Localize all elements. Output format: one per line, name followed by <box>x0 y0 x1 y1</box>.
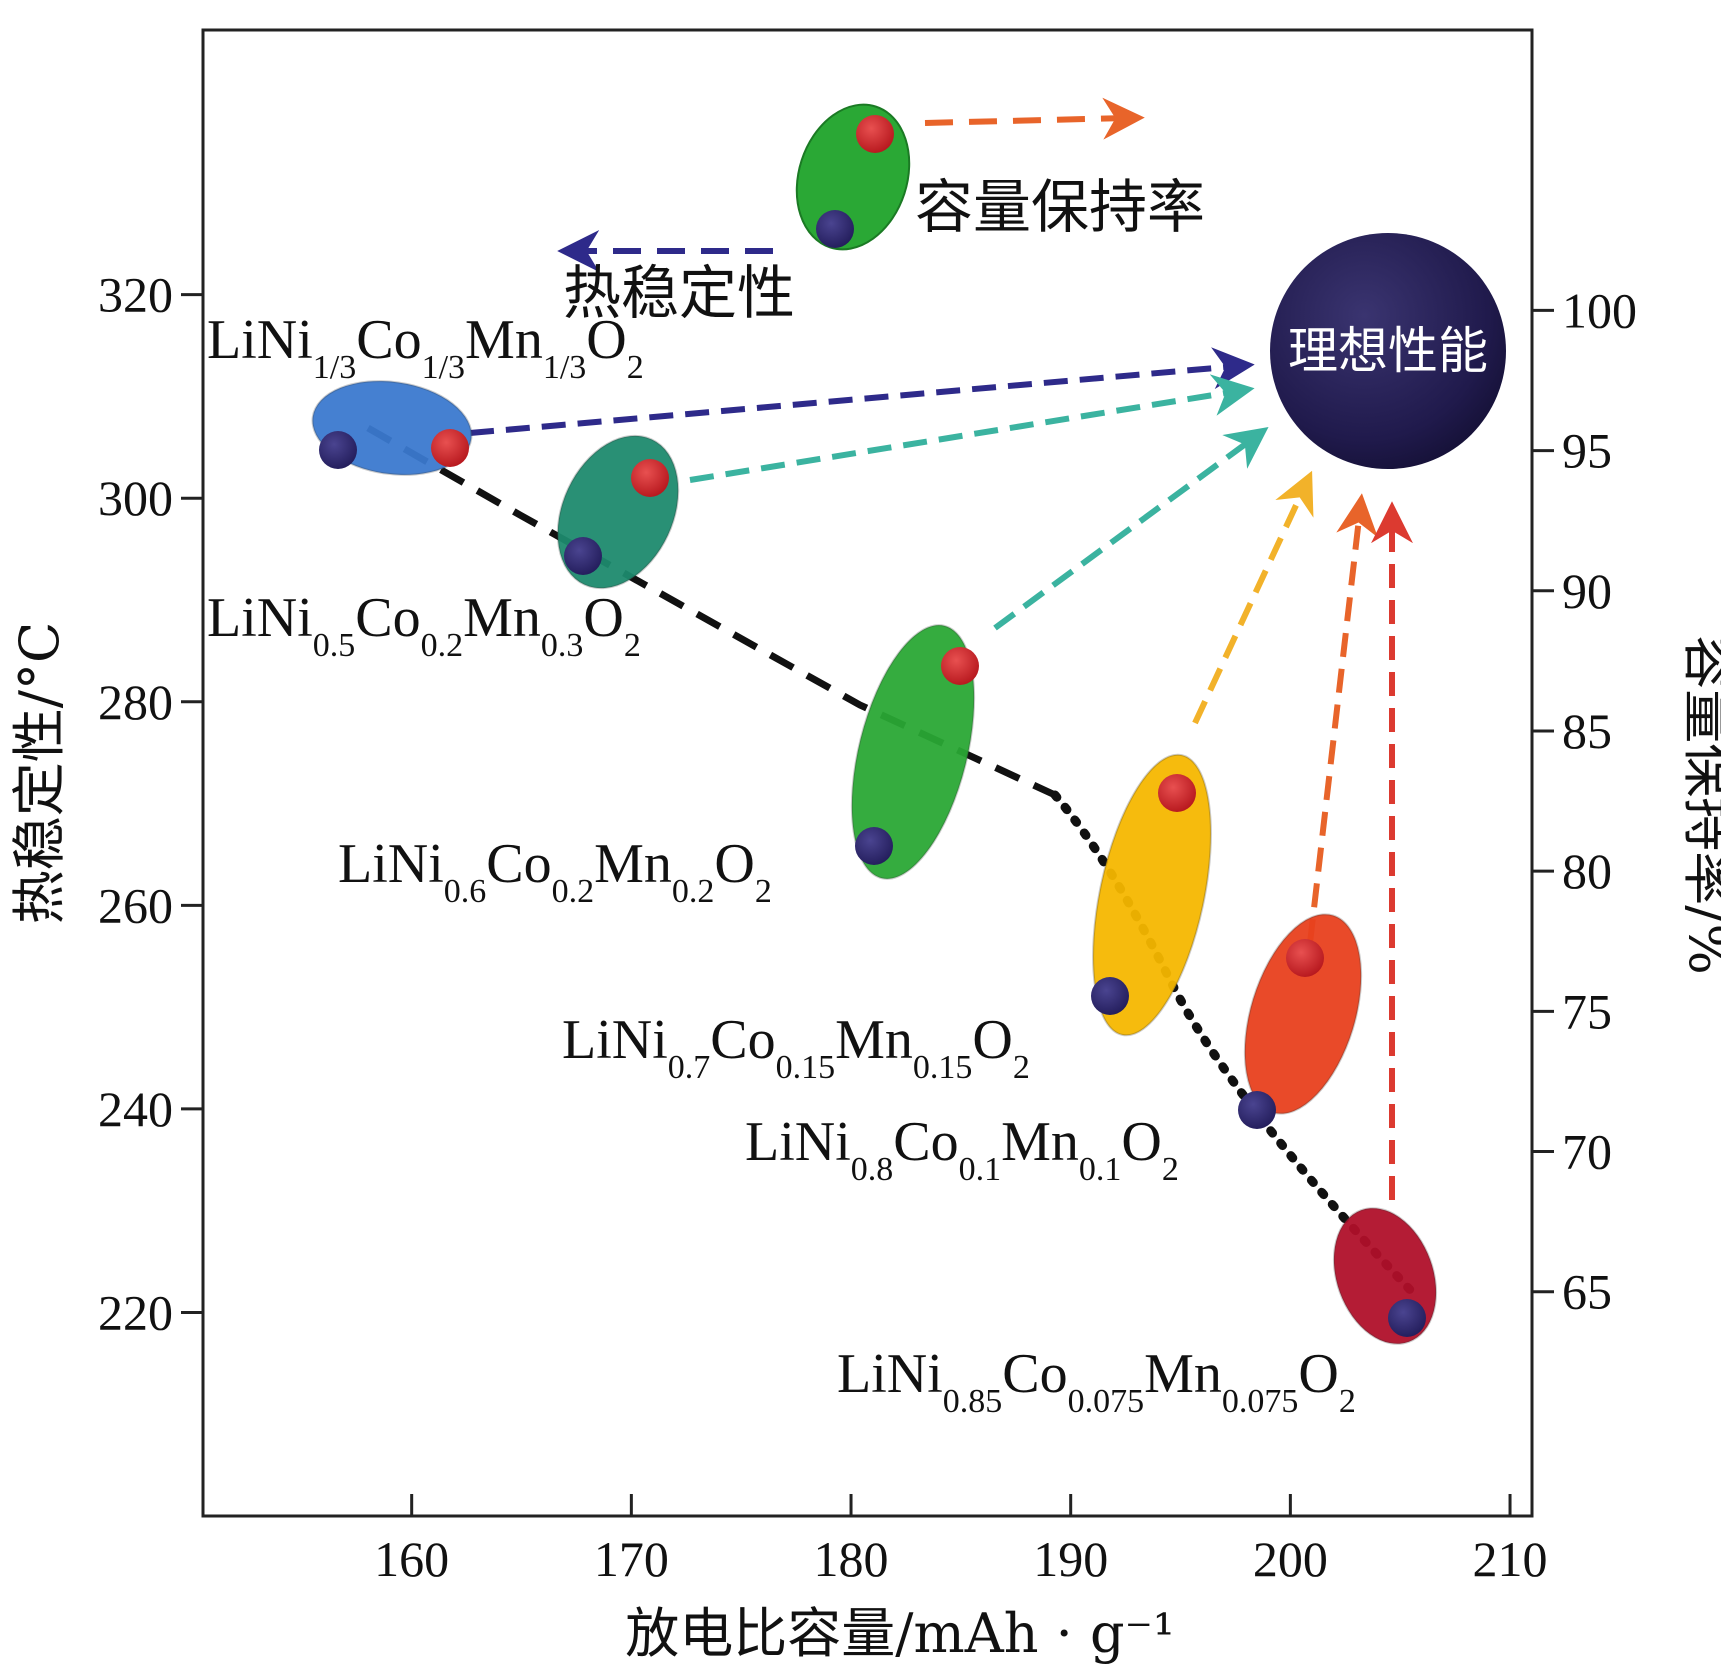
y-left-tick-label: 220 <box>98 1284 173 1340</box>
thermal-stability-dot <box>1091 977 1129 1015</box>
y-left-tick-label: 260 <box>98 877 173 933</box>
y-left-tick-label: 320 <box>98 267 173 323</box>
y-left-tick-label: 240 <box>98 1081 173 1137</box>
legend-thermal-stability: 热稳定性 <box>563 259 795 327</box>
ideal-performance-circle <box>1270 233 1506 469</box>
y-axis-left-title: 热稳定性/°C <box>8 622 71 925</box>
trend-dotted-line <box>1050 790 1420 1300</box>
y-left-tick-label: 300 <box>98 470 173 526</box>
thermal-stability-dot <box>319 431 357 469</box>
material-ellipse <box>850 624 976 880</box>
capacity-retention-dot <box>941 647 979 685</box>
y-axis-right-title: 容量保持率/% <box>1677 635 1721 975</box>
arrow-nmc622 <box>1192 470 1314 725</box>
y-right-tick-label: 95 <box>1562 423 1612 479</box>
plot-frame <box>201 28 1534 1518</box>
x-tick-label: 200 <box>1253 1531 1328 1587</box>
arrow-nmc532 <box>993 427 1269 631</box>
axis-ticks: 160 170 180 190 200 210 220 240 260 280 300 320 65 70… <box>98 267 1637 1587</box>
thermal-stability-dot <box>1388 1299 1426 1337</box>
legend-capacity-arrow <box>924 97 1145 140</box>
material-label: LiNi0.85Co0.075Mn0.075O2 <box>837 1343 1356 1420</box>
thermal-stability-dot <box>855 827 893 865</box>
x-tick-label: 180 <box>814 1531 889 1587</box>
y-right-tick-label: 85 <box>1562 703 1612 759</box>
capacity-retention-dot <box>431 429 469 467</box>
materials: LiNi1/3Co1/3Mn1/3O2 LiNi0.5Co0.2Mn0.3O2 Li… <box>207 309 1438 1420</box>
legend-ellipse <box>795 103 911 251</box>
y-right-tick-label: 90 <box>1562 563 1612 619</box>
material-ellipse <box>1332 1207 1438 1345</box>
x-tick-label: 160 <box>374 1531 449 1587</box>
capacity-retention-dot <box>1286 939 1324 977</box>
y-right-tick-label: 75 <box>1562 983 1612 1039</box>
x-tick-label: 210 <box>1473 1531 1548 1587</box>
arrow-nmc111 <box>469 347 1255 436</box>
y-right-tick-label: 65 <box>1562 1264 1612 1320</box>
material-ellipse <box>1092 753 1212 1037</box>
material-label: LiNi0.8Co0.1Mn0.1O2 <box>745 1111 1179 1188</box>
legend-capacity-dot <box>856 115 894 153</box>
x-axis-title: 放电比容量/mAh · g⁻¹ <box>625 1602 1174 1664</box>
y-left-tick-label: 280 <box>98 674 173 730</box>
material-label: LiNi0.7Co0.15Mn0.15O2 <box>562 1009 1030 1086</box>
y-right-tick-label: 100 <box>1562 282 1637 338</box>
ideal-performance-label: 理想性能 <box>1288 322 1488 380</box>
x-tick-label: 170 <box>594 1531 669 1587</box>
thermal-stability-dot <box>1238 1091 1276 1129</box>
material-label: LiNi0.6Co0.2Mn0.2O2 <box>338 833 772 910</box>
y-right-tick-label: 70 <box>1562 1124 1612 1180</box>
x-tick-label: 190 <box>1033 1531 1108 1587</box>
y-right-tick-label: 80 <box>1562 843 1612 899</box>
capacity-retention-dot <box>631 459 669 497</box>
arrow-nmc712 <box>1307 493 1378 944</box>
material-ellipse <box>556 434 680 590</box>
legend-thermal-dot <box>816 210 854 248</box>
thermal-stability-dot <box>564 537 602 575</box>
legend-capacity-retention: 容量保持率 <box>915 173 1205 241</box>
material-label: LiNi0.5Co0.2Mn0.3O2 <box>207 587 641 664</box>
arrow-nmc111-teal <box>689 374 1255 483</box>
capacity-retention-dot <box>1158 774 1196 812</box>
legend: 容量保持率 热稳定性 <box>557 97 1205 327</box>
material-label: LiNi1/3Co1/3Mn1/3O2 <box>207 309 644 386</box>
